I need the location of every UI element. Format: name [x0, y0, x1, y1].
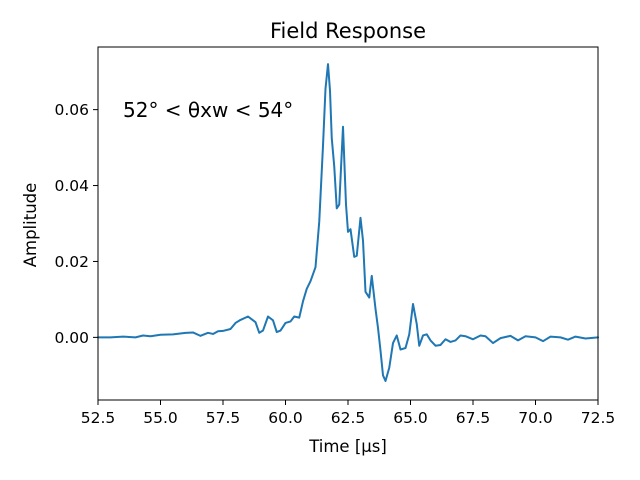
y-tick-label: 0.04 — [54, 177, 89, 195]
x-tick-label: 70.0 — [518, 409, 553, 427]
x-tick-label: 72.5 — [581, 409, 616, 427]
y-axis-label: Amplitude — [21, 183, 40, 268]
y-tick-label: 0.06 — [54, 101, 89, 119]
x-tick-label: 67.5 — [456, 409, 491, 427]
y-tick-label: 0.02 — [54, 253, 89, 271]
chart-title: Field Response — [270, 19, 426, 43]
x-tick-label: 57.5 — [206, 409, 241, 427]
x-tick-label: 55.0 — [143, 409, 178, 427]
series-line-0 — [97, 63, 599, 383]
x-tick-label: 65.0 — [393, 409, 428, 427]
y-axis-ticks: 0.00 0.02 0.04 0.06 — [54, 101, 98, 347]
x-tick-label: 60.0 — [268, 409, 303, 427]
angle-range-annotation: 52° < θxw < 54° — [123, 98, 293, 122]
x-tick-label: 52.5 — [81, 409, 116, 427]
x-axis-label: Time [μs] — [308, 437, 387, 456]
x-tick-label: 62.5 — [331, 409, 366, 427]
x-axis-ticks: 52.5 55.0 57.5 60.0 62.5 65.0 67.5 70.0 72.5 — [81, 400, 616, 427]
y-tick-label: 0.00 — [54, 329, 89, 347]
